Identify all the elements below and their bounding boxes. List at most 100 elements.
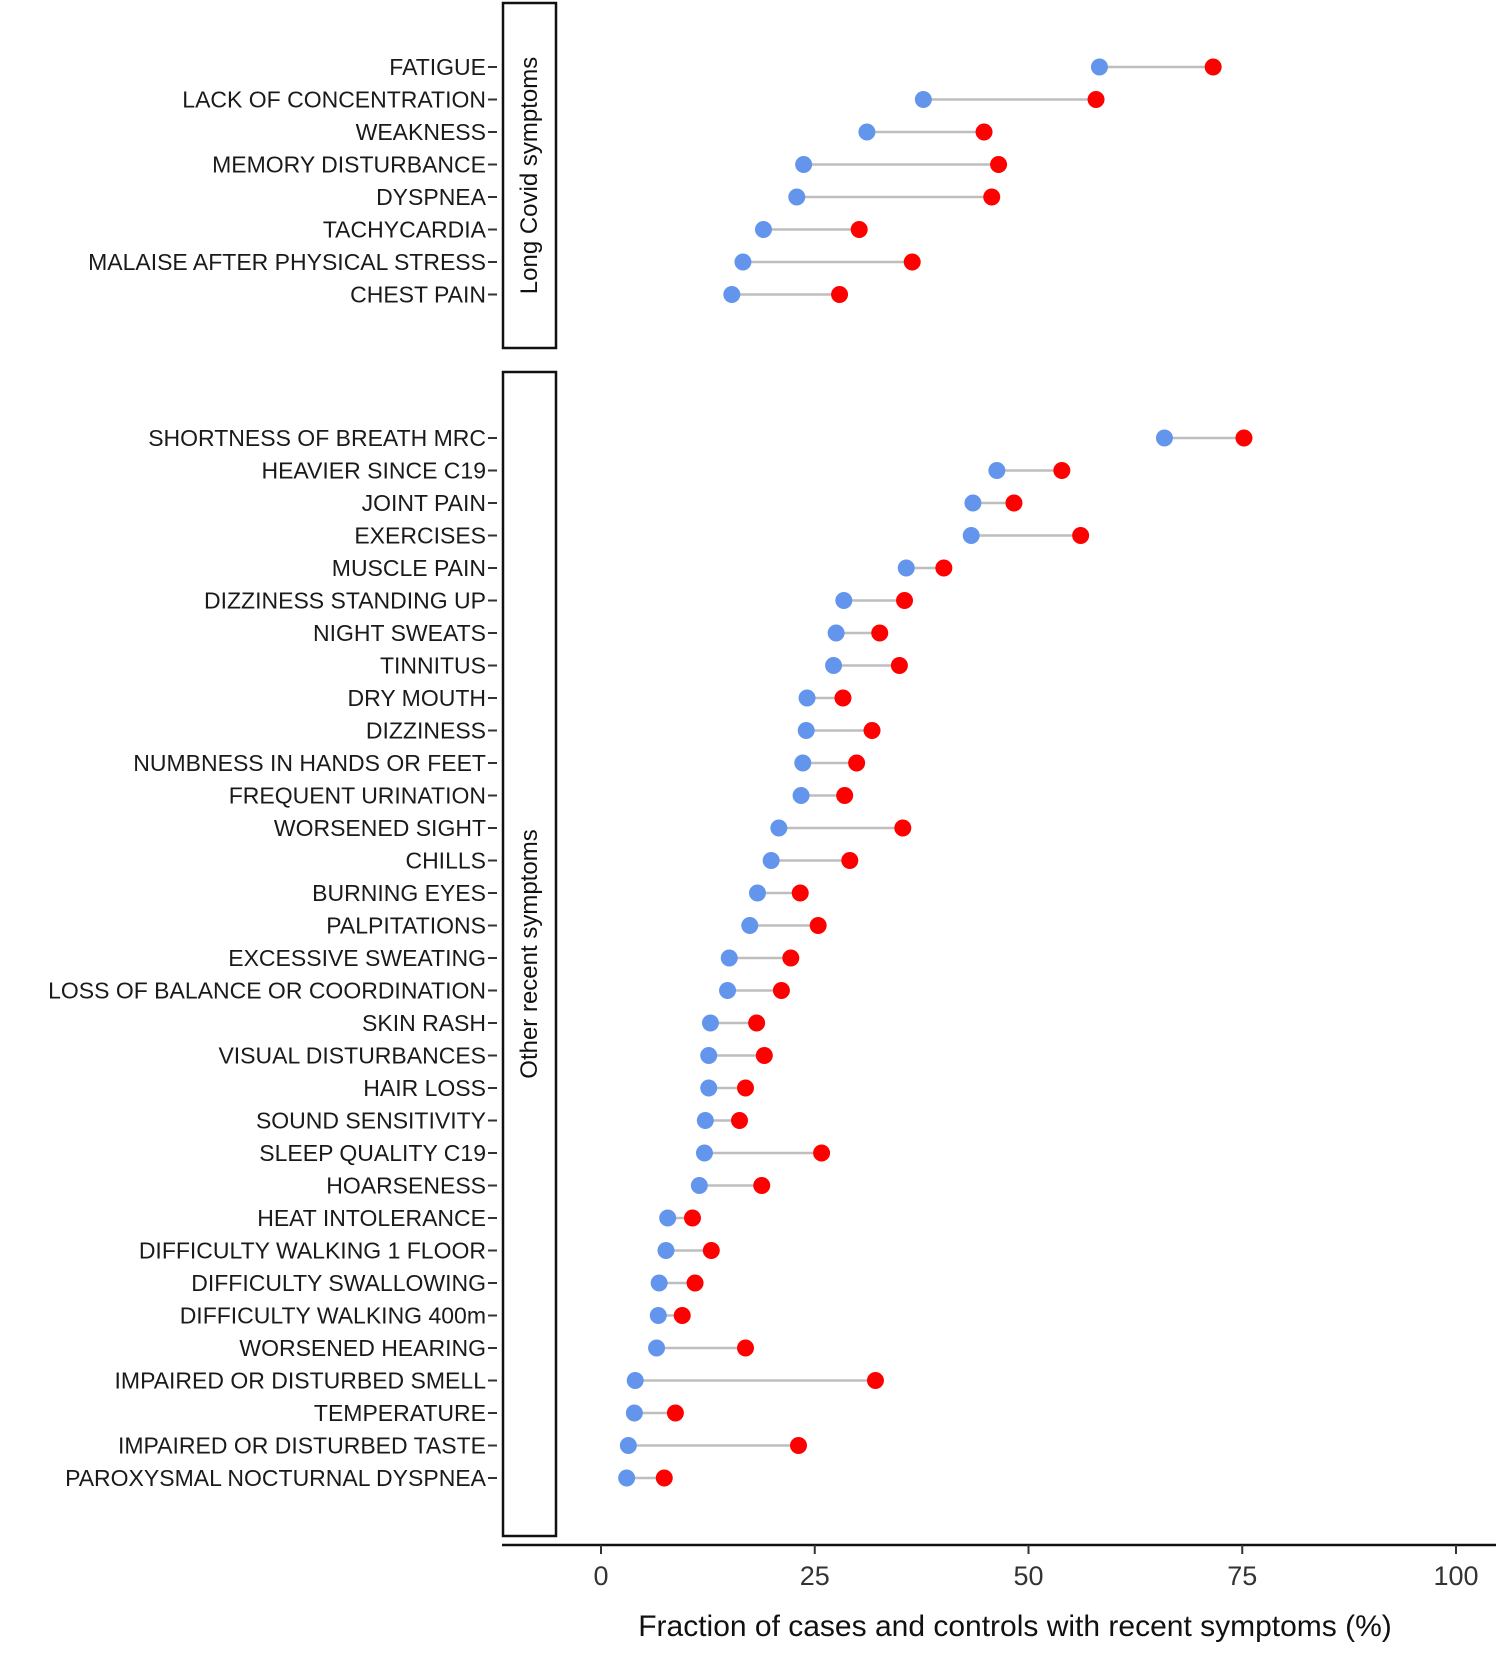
cases-point (1053, 462, 1071, 479)
controls-point (754, 221, 772, 238)
cases-point (1005, 494, 1023, 512)
x-axis-ticks: 0 25 50 75 100 (593, 1545, 1479, 1591)
symptom-row: SHORTNESS OF BREATH MRC (148, 425, 1253, 451)
controls-point (696, 1112, 714, 1129)
panel-strip-box (501, 370, 558, 1538)
symptom-row: DIFFICULTY WALKING 400m (180, 1303, 691, 1329)
symptom-label: HEAT INTOLERANCE (257, 1205, 486, 1231)
symptom-label: SOUND SENSITIVITY (256, 1108, 486, 1134)
symptom-label: DIFFICULTY SWALLOWING (191, 1270, 486, 1296)
cases-point (748, 1014, 766, 1032)
symptom-row: MALAISE AFTER PHYSICAL STRESS (88, 249, 921, 275)
controls-point (720, 949, 738, 967)
symptom-row: WORSENED SIGHT (274, 815, 912, 841)
symptom-label: MEMORY DISTURBANCE (212, 152, 486, 178)
symptom-label: WEAKNESS (356, 119, 486, 145)
cases-point (731, 1112, 749, 1129)
symptom-label: BURNING EYES (312, 880, 486, 906)
symptom-row: HAIR LOSS (363, 1075, 754, 1101)
symptom-label: VISUAL DISTURBANCES (218, 1043, 486, 1069)
panel-strip-box (501, 1, 558, 350)
cases-point (896, 592, 914, 609)
symptom-label: DYSPNEA (376, 184, 487, 210)
controls-point (648, 1339, 666, 1357)
symptom-row: FREQUENT URINATION (229, 783, 854, 809)
cases-point (850, 221, 868, 238)
symptom-row: MEMORY DISTURBANCE (212, 152, 1008, 178)
controls-point (794, 754, 812, 772)
symptom-row: DIFFICULTY WALKING 1 FLOOR (139, 1238, 720, 1264)
cases-point (813, 1144, 831, 1162)
cases-point (831, 286, 849, 303)
cases-point (903, 253, 921, 271)
symptom-row: IMPAIRED OR DISTURBED TASTE (118, 1433, 808, 1459)
symptom-label: SLEEP QUALITY C19 (259, 1140, 486, 1166)
controls-point (858, 123, 876, 141)
x-tick-label: 75 (1227, 1561, 1257, 1591)
symptom-row: BURNING EYES (312, 880, 809, 906)
symptom-label: PAROXYSMAL NOCTURNAL DYSPNEA (65, 1465, 487, 1491)
symptom-label: IMPAIRED OR DISTURBED SMELL (115, 1368, 487, 1394)
symptom-label: IMPAIRED OR DISTURBED TASTE (118, 1433, 486, 1459)
x-tick-label: 0 (593, 1561, 608, 1591)
cases-point (871, 624, 889, 642)
cases-point (983, 188, 1001, 206)
controls-point (700, 1047, 718, 1064)
symptom-row: TINNITUS (380, 653, 908, 679)
symptom-row: DYSPNEA (376, 184, 1001, 210)
symptom-label: WORSENED SIGHT (274, 815, 486, 841)
controls-point (897, 559, 915, 577)
cases-point (809, 917, 827, 934)
controls-point (788, 188, 806, 206)
controls-point (797, 722, 815, 739)
symptom-label: DRY MOUTH (348, 685, 486, 711)
controls-point (748, 884, 766, 902)
controls-point (649, 1307, 667, 1324)
cases-point (848, 754, 866, 772)
cases-point (841, 852, 859, 869)
symptom-row: CHILLS (405, 848, 859, 874)
cases-point (655, 1469, 673, 1487)
symptom-row: VISUAL DISTURBANCES (218, 1043, 773, 1069)
controls-point (719, 982, 737, 999)
symptom-row: WEAKNESS (356, 119, 993, 145)
cases-point (935, 559, 953, 577)
x-axis-title: Fraction of cases and controls with rece… (638, 1610, 1392, 1643)
symptom-label: FATIGUE (389, 54, 486, 80)
controls-point (798, 689, 816, 707)
controls-point (825, 657, 843, 674)
controls-point (914, 91, 932, 108)
symptom-row: DIFFICULTY SWALLOWING (191, 1270, 704, 1296)
controls-point (835, 592, 853, 609)
symptom-row: LACK OF CONCENTRATION (182, 87, 1105, 113)
symptom-label: DIFFICULTY WALKING 400m (180, 1303, 486, 1329)
symptom-row: EXERCISES (354, 523, 1090, 549)
symptom-label: DIZZINESS (366, 718, 486, 744)
cases-point (890, 657, 908, 674)
symptom-row: WORSENED HEARING (239, 1335, 754, 1361)
symptom-label: TACHYCARDIA (323, 217, 487, 243)
controls-point (700, 1079, 718, 1097)
symptom-row: DRY MOUTH (348, 685, 852, 711)
cases-point (736, 1079, 754, 1097)
symptom-label: SKIN RASH (362, 1010, 486, 1036)
symptom-label: HEAVIER SINCE C19 (261, 458, 486, 484)
symptom-label: PALPITATIONS (326, 913, 486, 939)
symptom-label: TEMPERATURE (314, 1400, 486, 1426)
symptom-row: NIGHT SWEATS (313, 620, 889, 646)
symptom-row: SOUND SENSITIVITY (256, 1108, 749, 1134)
symptom-row: DIZZINESS STANDING UP (204, 588, 914, 614)
controls-point (657, 1242, 675, 1259)
controls-point (618, 1469, 636, 1487)
symptom-row: JOINT PAIN (362, 490, 1023, 516)
controls-point (1155, 429, 1173, 447)
symptom-row: IMPAIRED OR DISTURBED SMELL (115, 1368, 884, 1394)
panel-long-covid: Long Covid symptoms FATIGUE LACK OF CONCEN… (88, 1, 1222, 350)
controls-point (792, 787, 810, 804)
controls-point (770, 819, 788, 837)
symptom-label: MUSCLE PAIN (332, 555, 486, 581)
symptom-row: DIZZINESS (366, 718, 881, 744)
symptom-row: HOARSENESS (326, 1173, 771, 1199)
cases-point (975, 123, 993, 141)
cases-point (1087, 91, 1105, 108)
